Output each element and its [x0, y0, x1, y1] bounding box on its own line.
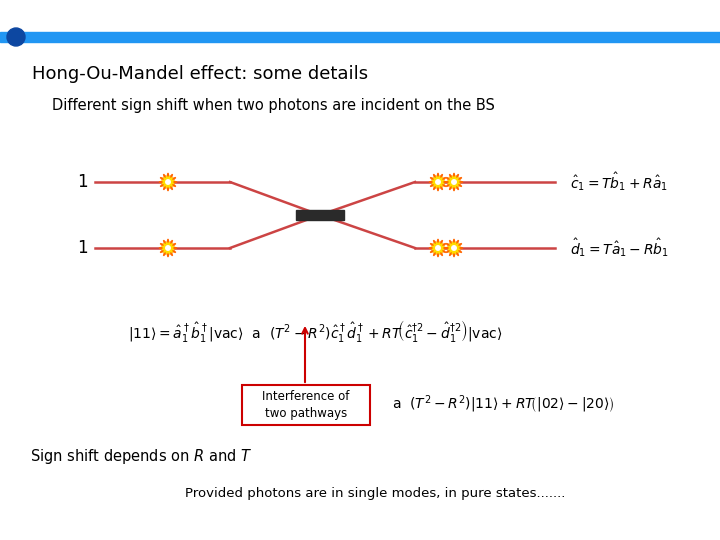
Circle shape [451, 246, 456, 250]
Bar [242, 385, 370, 425]
Polygon shape [429, 173, 447, 191]
Circle shape [166, 180, 170, 184]
Polygon shape [159, 239, 177, 257]
Text: $\hat{d}_1 = T\hat{a}_1 - R\hat{b}_1$: $\hat{d}_1 = T\hat{a}_1 - R\hat{b}_1$ [570, 237, 669, 259]
Text: a  $(T^2 - R^2)|11\rangle + RT\!\left(|02\rangle - |20\rangle\right)$: a $(T^2 - R^2)|11\rangle + RT\!\left(|02… [392, 394, 615, 416]
Circle shape [451, 180, 456, 184]
Circle shape [9, 30, 23, 44]
Polygon shape [162, 242, 174, 254]
Text: $\hat{c}_1 = T\hat{b}_1 + R\hat{a}_1$: $\hat{c}_1 = T\hat{b}_1 + R\hat{a}_1$ [570, 171, 668, 193]
Text: Interference of
two pathways: Interference of two pathways [262, 390, 350, 420]
Bar [296, 210, 344, 220]
Polygon shape [445, 173, 463, 191]
Text: 1: 1 [77, 173, 88, 191]
Text: Hong-Ou-Mandel effect: some details: Hong-Ou-Mandel effect: some details [32, 65, 368, 83]
Polygon shape [162, 176, 174, 188]
Circle shape [436, 180, 440, 184]
Text: Provided photons are in single modes, in pure states.......: Provided photons are in single modes, in… [185, 487, 565, 500]
Polygon shape [432, 242, 444, 254]
Circle shape [11, 32, 21, 42]
Text: Sign shift depends on $R$ and $T$: Sign shift depends on $R$ and $T$ [30, 447, 252, 466]
Polygon shape [448, 176, 460, 188]
Text: $|11\rangle = \hat{a}_1^\dagger \hat{b}_1^\dagger |\mathrm{vac}\rangle$  a  $(T^: $|11\rangle = \hat{a}_1^\dagger \hat{b}_… [128, 318, 503, 344]
Circle shape [7, 28, 25, 46]
Polygon shape [159, 173, 177, 191]
Circle shape [436, 246, 440, 250]
Text: 1: 1 [77, 239, 88, 257]
Bar [0, 32, 720, 42]
Polygon shape [432, 176, 444, 188]
Polygon shape [445, 239, 463, 257]
Circle shape [13, 34, 19, 40]
Polygon shape [448, 242, 460, 254]
Circle shape [166, 246, 170, 250]
Polygon shape [429, 239, 447, 257]
Text: Different sign shift when two photons are incident on the BS: Different sign shift when two photons ar… [52, 98, 495, 113]
